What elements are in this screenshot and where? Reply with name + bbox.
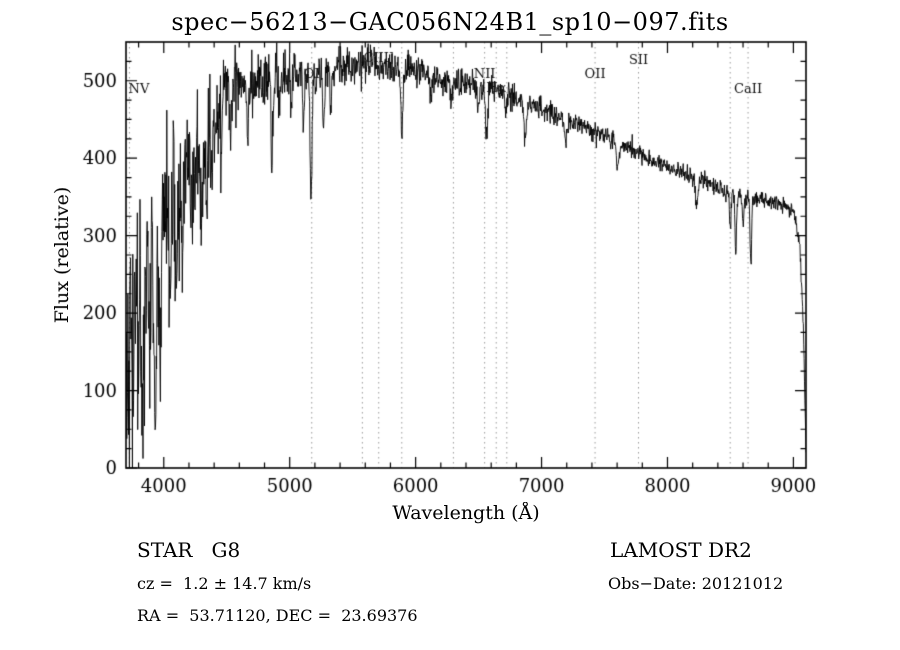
x-axis-label: Wavelength (Å) bbox=[392, 502, 540, 524]
survey-release-text: LAMOST DR2 bbox=[610, 538, 752, 562]
ra-dec-text: RA = 53.71120, DEC = 23.69376 bbox=[137, 606, 418, 625]
plot-title: spec−56213−GAC056N24B1_sp10−097.fits bbox=[171, 8, 729, 36]
radial-velocity-text: cz = 1.2 ± 14.7 km/s bbox=[137, 574, 312, 593]
object-class-text: STAR G8 bbox=[137, 538, 241, 562]
y-axis-label: Flux (relative) bbox=[51, 186, 73, 324]
obs-date-text: Obs−Date: 20121012 bbox=[608, 574, 784, 593]
